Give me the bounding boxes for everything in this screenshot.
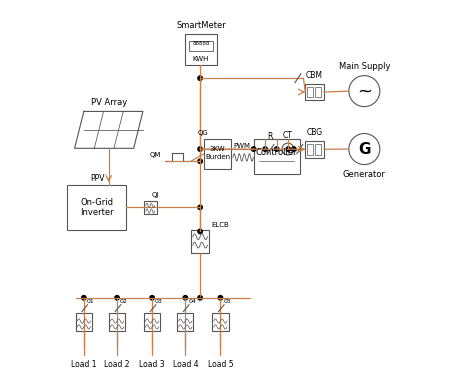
Circle shape [198,205,202,209]
Circle shape [82,296,86,300]
Bar [109,313,125,331]
Text: CBG: CBG [306,128,323,137]
Bar [76,313,92,331]
Text: 05: 05 [223,299,231,304]
Circle shape [251,147,256,151]
Text: 04: 04 [188,299,196,304]
Circle shape [198,76,202,80]
Text: Main Supply: Main Supply [338,62,390,71]
Bar [305,84,324,100]
Text: Controller: Controller [256,148,298,157]
Circle shape [198,296,202,300]
Bar [315,144,321,155]
Text: QJ: QJ [152,192,159,198]
Bar [144,201,157,214]
Circle shape [286,147,291,151]
Bar [191,230,210,253]
Text: Load 2: Load 2 [104,360,130,369]
Text: QG: QG [198,130,209,136]
Circle shape [218,296,223,300]
Text: CT: CT [283,131,293,140]
Bar [204,139,231,169]
Text: KWH: KWH [193,56,209,62]
Circle shape [198,229,202,234]
Bar [307,144,313,155]
Bar [212,313,228,331]
Text: PWM: PWM [233,144,250,150]
Text: CBM: CBM [306,71,323,80]
Circle shape [292,147,296,151]
Text: ~: ~ [357,82,372,100]
Circle shape [198,159,202,163]
Bar [67,185,126,230]
Bar [254,139,300,174]
Text: Load 3: Load 3 [139,360,165,369]
Text: On-Grid
Inverter: On-Grid Inverter [80,198,114,217]
Bar [177,313,193,331]
Text: G: G [358,142,371,157]
Text: Load 1: Load 1 [71,360,97,369]
Text: 3KW: 3KW [210,145,226,151]
Bar [305,141,324,158]
Text: QM: QM [150,152,161,158]
Text: Burden: Burden [205,154,230,160]
Text: R: R [267,132,273,141]
Circle shape [183,296,188,300]
Bar [315,87,321,97]
Circle shape [115,296,119,300]
Circle shape [263,147,267,151]
Text: Generator: Generator [343,170,386,179]
Text: Load 4: Load 4 [173,360,198,369]
Text: Load 5: Load 5 [208,360,233,369]
Text: PPV: PPV [90,174,104,183]
Text: ELCB: ELCB [211,222,229,228]
Text: 03: 03 [155,299,163,304]
Bar [307,87,313,97]
Text: 02: 02 [120,299,128,304]
Bar [185,34,217,65]
Circle shape [274,147,279,151]
Circle shape [150,296,155,300]
Text: SmartMeter: SmartMeter [176,21,226,30]
Bar [144,313,160,331]
Circle shape [198,147,202,151]
Text: 88888: 88888 [192,41,210,46]
Bar [189,41,213,51]
Text: 01: 01 [87,299,94,304]
Text: PV Array: PV Array [91,98,127,107]
